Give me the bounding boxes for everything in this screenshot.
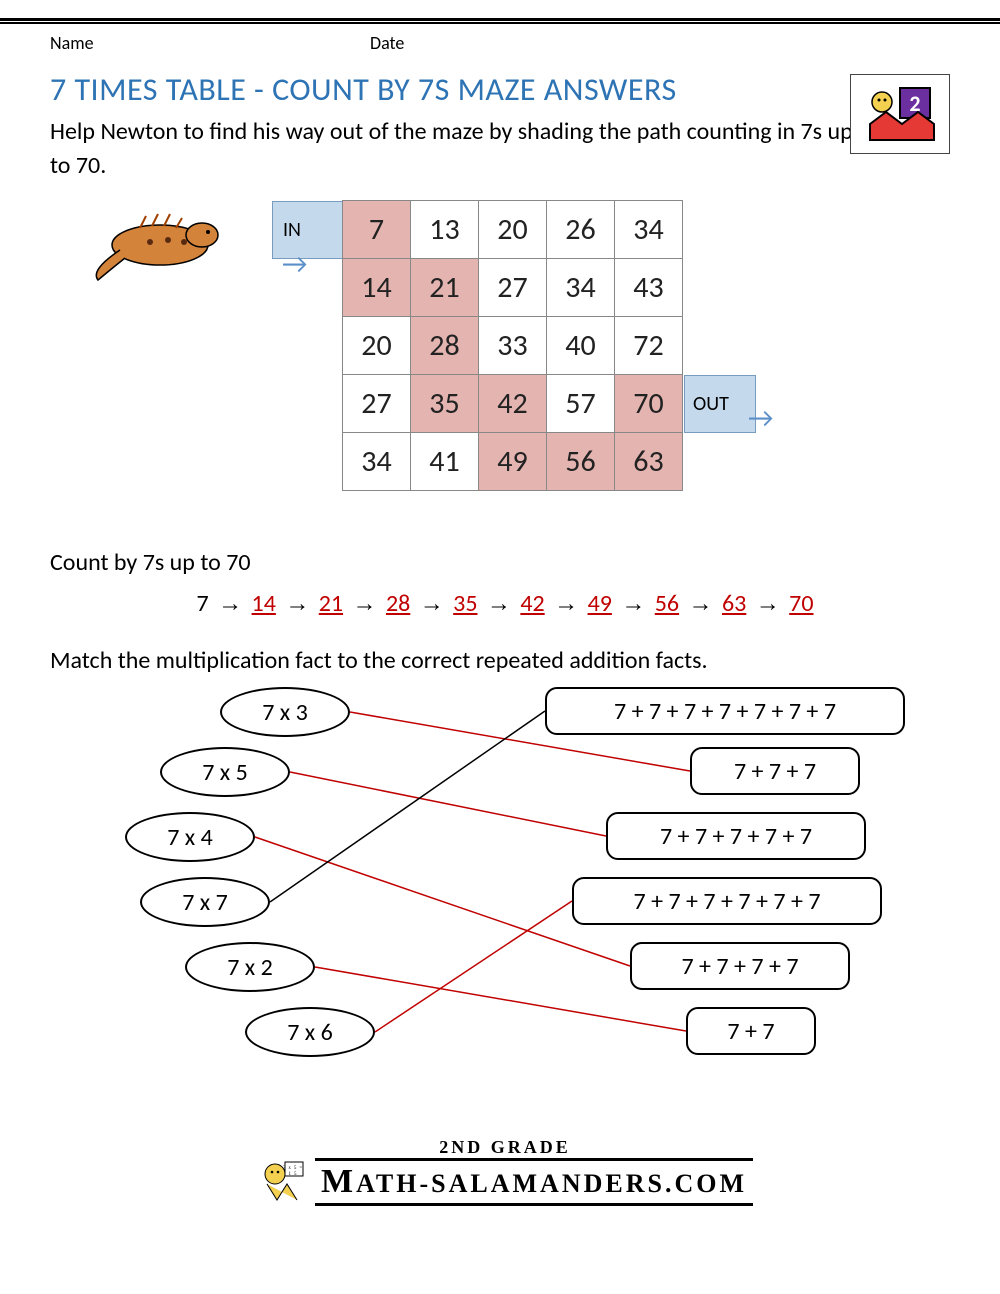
grade-logo: 2 xyxy=(850,74,950,154)
header-row: Name Date xyxy=(50,32,960,54)
maze-cell: 21 xyxy=(411,259,479,317)
maze-cell: 34 xyxy=(547,259,615,317)
footer: 2ND GRADE 3x5= 15 MATH-SALAMANDERS.COM xyxy=(50,1137,960,1206)
in-arrow-icon: → xyxy=(282,246,307,281)
maze-cell: 14 xyxy=(343,259,411,317)
match-box: 7 + 7 + 7 + 7 + 7 xyxy=(606,812,866,860)
count-sequence: 7 → 14 → 21 → 28 → 35 → 42 → 49 → 56 → 6… xyxy=(50,589,960,618)
match-box: 7 + 7 xyxy=(686,1007,816,1055)
maze-cell: 72 xyxy=(615,317,683,375)
match-oval: 7 x 7 xyxy=(140,877,270,927)
maze-cell: 49 xyxy=(479,433,547,491)
date-label: Date xyxy=(370,32,404,54)
maze-cell: 27 xyxy=(479,259,547,317)
match-label: Match the multiplication fact to the cor… xyxy=(50,646,960,675)
maze-cell: 63 xyxy=(615,433,683,491)
match-oval: 7 x 3 xyxy=(220,687,350,737)
maze-area: IN → 71320263414212734432028334072273542… xyxy=(50,200,950,530)
maze-cell: 42 xyxy=(479,375,547,433)
match-oval: 7 x 2 xyxy=(185,942,315,992)
maze-cell: 7 xyxy=(343,201,411,259)
match-oval: 7 x 6 xyxy=(245,1007,375,1057)
instructions: Help Newton to find his way out of the m… xyxy=(50,115,870,182)
maze-cell: 57 xyxy=(547,375,615,433)
maze-cell: 20 xyxy=(479,201,547,259)
count-label: Count by 7s up to 70 xyxy=(50,548,960,577)
maze-cell: 56 xyxy=(547,433,615,491)
maze-cell: 40 xyxy=(547,317,615,375)
match-box: 7 + 7 + 7 + 7 + 7 + 7 xyxy=(572,877,882,925)
maze-cell: 70 xyxy=(615,375,683,433)
maze-cell: 26 xyxy=(547,201,615,259)
match-oval: 7 x 5 xyxy=(160,747,290,797)
footer-mascot-icon: 3x5= 15 xyxy=(257,1160,307,1204)
maze-cell: 20 xyxy=(343,317,411,375)
maze-cell: 28 xyxy=(411,317,479,375)
newt-icon xyxy=(90,200,230,290)
match-area: 7 x 3 7 x 5 7 x 4 7 x 7 7 x 2 7 x 6 7 + 7 + 7 … xyxy=(50,687,970,1107)
maze-cell: 33 xyxy=(479,317,547,375)
page-title: 7 TIMES TABLE - COUNT BY 7S MAZE ANSWERS xyxy=(50,70,960,109)
maze-cell: 41 xyxy=(411,433,479,491)
maze-grid: 7132026341421273443202833407227354257703… xyxy=(342,200,683,491)
maze-out-gate: OUT xyxy=(684,375,756,433)
maze-cell: 34 xyxy=(615,201,683,259)
maze-cell: 27 xyxy=(343,375,411,433)
match-box: 7 + 7 + 7 xyxy=(690,747,860,795)
svg-text:3x5=: 3x5= xyxy=(283,1166,305,1171)
maze-cell: 35 xyxy=(411,375,479,433)
out-arrow-icon: → xyxy=(748,400,773,435)
match-oval: 7 x 4 xyxy=(125,812,255,862)
svg-text:15: 15 xyxy=(288,1172,299,1177)
name-label: Name xyxy=(50,32,370,54)
maze-cell: 43 xyxy=(615,259,683,317)
match-box: 7 + 7 + 7 + 7 + 7 + 7 + 7 xyxy=(545,687,905,735)
maze-cell: 34 xyxy=(343,433,411,491)
match-box: 7 + 7 + 7 + 7 xyxy=(630,942,850,990)
maze-cell: 13 xyxy=(411,201,479,259)
